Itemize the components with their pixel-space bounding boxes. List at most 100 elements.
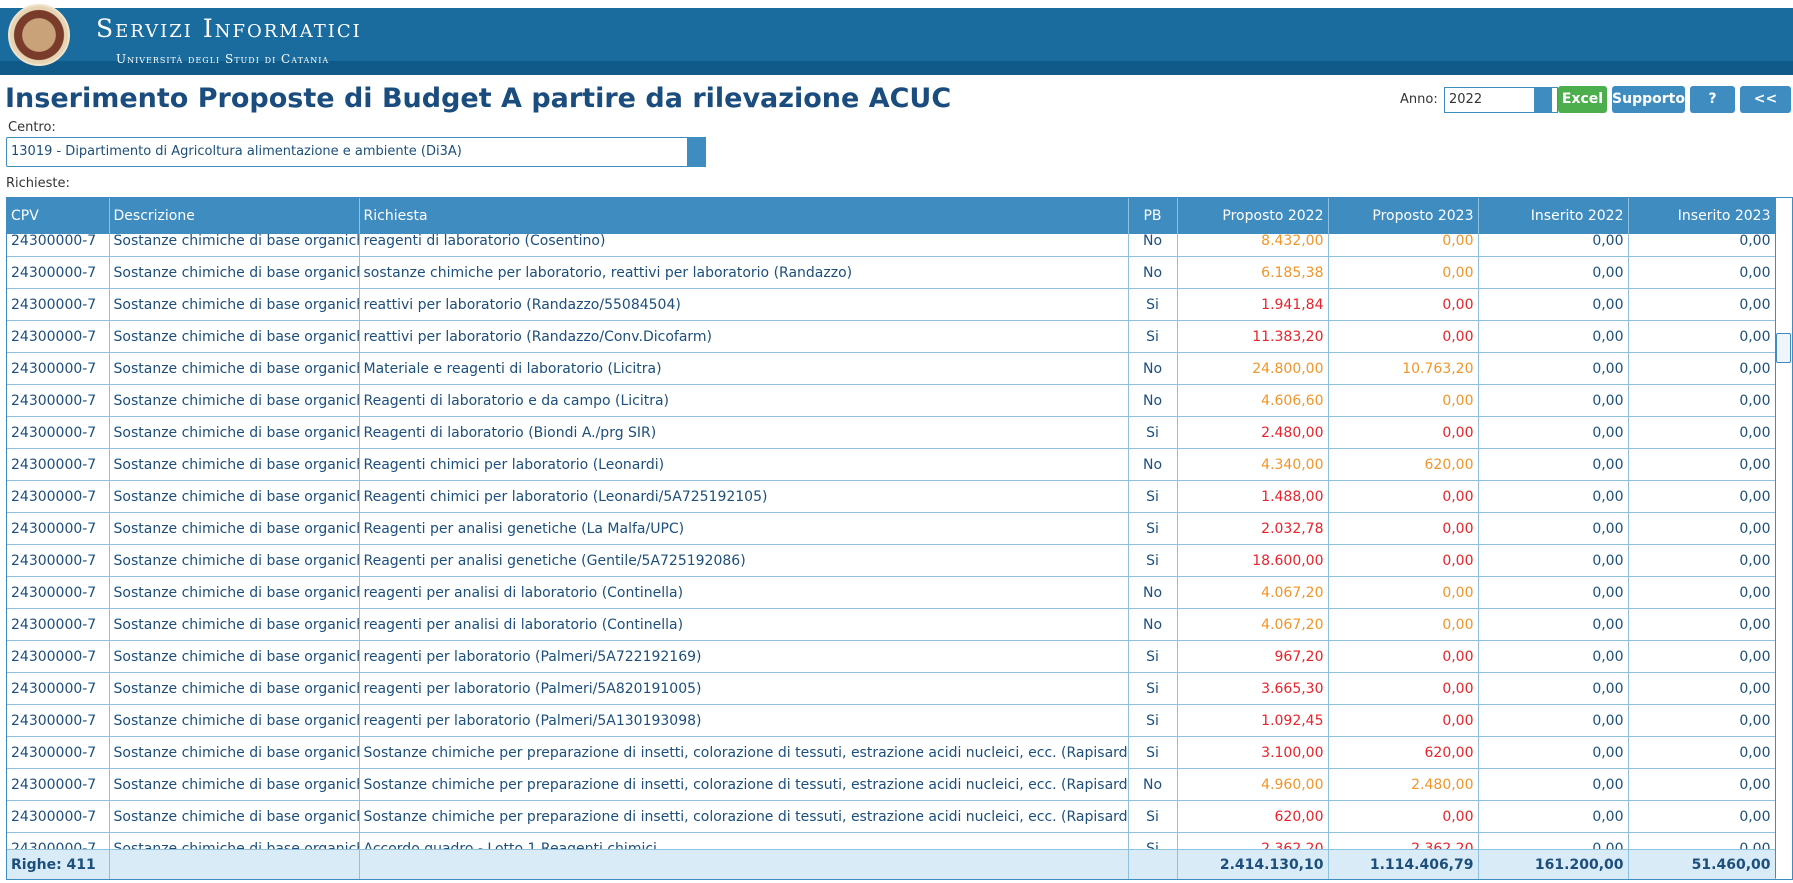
cell: 2.362,20 xyxy=(1177,832,1329,849)
cell: 24300000-7 xyxy=(7,800,110,833)
cell: 1.488,00 xyxy=(1177,480,1329,513)
grid-row[interactable]: 24300000-7 Sostanze chimiche di base orga… xyxy=(7,480,1775,513)
cell: Si xyxy=(1128,640,1178,673)
grid-row[interactable]: 24300000-7 Sostanze chimiche di base orga… xyxy=(7,416,1775,449)
grid-row[interactable]: 24300000-7 Sostanze chimiche di base orga… xyxy=(7,800,1775,833)
cell: Si xyxy=(1128,512,1178,545)
cell: 0,00 xyxy=(1478,256,1629,289)
site-title: Servizi Informatici xyxy=(96,14,362,43)
cell: Reagenti per analisi genetiche (Gentile/… xyxy=(359,544,1129,577)
cell: 0,00 xyxy=(1628,234,1775,257)
back-button[interactable]: << xyxy=(1740,86,1791,113)
grid-row[interactable]: 24300000-7 Sostanze chimiche di base orga… xyxy=(7,736,1775,769)
cell: 0,00 xyxy=(1328,320,1479,353)
cell: 0,00 xyxy=(1628,704,1775,737)
cell: reagenti per laboratorio (Palmeri/5A1301… xyxy=(359,704,1129,737)
cell: 0,00 xyxy=(1478,576,1629,609)
cell: Sostanze chimiche di base organich... xyxy=(109,480,360,513)
cell: reagenti per laboratorio (Palmeri/5A7221… xyxy=(359,640,1129,673)
grid-row[interactable]: 24300000-7 Sostanze chimiche di base orga… xyxy=(7,608,1775,641)
grid-row[interactable]: 24300000-7 Sostanze chimiche di base orga… xyxy=(7,384,1775,417)
cell: No xyxy=(1128,576,1178,609)
cell: Sostanze chimiche di base organich... xyxy=(109,416,360,449)
cell: 0,00 xyxy=(1478,480,1629,513)
cell: Si xyxy=(1128,416,1178,449)
cell: Sostanze chimiche di base organich... xyxy=(109,640,360,673)
cell: 2.480,00 xyxy=(1177,416,1329,449)
cell: 0,00 xyxy=(1328,704,1479,737)
footer-cell xyxy=(109,849,360,879)
cell: 0,00 xyxy=(1628,576,1775,609)
cell: 0,00 xyxy=(1628,320,1775,353)
anno-select[interactable]: 2022 xyxy=(1444,87,1558,113)
help-button[interactable]: ? xyxy=(1690,86,1735,113)
cell: Si xyxy=(1128,480,1178,513)
grid-row[interactable]: 24300000-7 Sostanze chimiche di base orga… xyxy=(7,640,1775,673)
cell: Si xyxy=(1128,320,1178,353)
cell: 24300000-7 xyxy=(7,384,110,417)
cell: 0,00 xyxy=(1478,234,1629,257)
cell: 0,00 xyxy=(1628,480,1775,513)
supporto-button[interactable]: Supporto xyxy=(1612,86,1685,113)
cell: Si xyxy=(1128,544,1178,577)
cell: reagenti per laboratorio (Palmeri/5A8201… xyxy=(359,672,1129,705)
cell: Sostanze chimiche di base organich... xyxy=(109,832,360,849)
cell: Sostanze chimiche di base organich... xyxy=(109,234,360,257)
column-header: CPV xyxy=(7,198,110,234)
cell: 0,00 xyxy=(1478,768,1629,801)
grid-row[interactable]: 24300000-7 Sostanze chimiche di base orga… xyxy=(7,448,1775,481)
cell: 2.032,78 xyxy=(1177,512,1329,545)
cell: Sostanze chimiche di base organich... xyxy=(109,608,360,641)
cell: 0,00 xyxy=(1628,544,1775,577)
excel-button[interactable]: Excel xyxy=(1558,86,1607,113)
grid-row[interactable]: 24300000-7 Sostanze chimiche di base orga… xyxy=(7,234,1775,257)
scroll-thumb[interactable] xyxy=(1776,333,1791,363)
cell: No xyxy=(1128,384,1178,417)
cell: No xyxy=(1128,768,1178,801)
grid-row[interactable]: 24300000-7 Sostanze chimiche di base orga… xyxy=(7,320,1775,353)
cell: 24300000-7 xyxy=(7,704,110,737)
cell: 0,00 xyxy=(1328,608,1479,641)
column-header: Inserito 2023 xyxy=(1628,198,1776,234)
banner xyxy=(0,8,1793,75)
cell: 0,00 xyxy=(1328,576,1479,609)
cell: 24300000-7 xyxy=(7,608,110,641)
grid-row[interactable]: 24300000-7 Sostanze chimiche di base orga… xyxy=(7,544,1775,577)
grid-row[interactable]: 24300000-7 Sostanze chimiche di base orga… xyxy=(7,832,1775,849)
cell: 0,00 xyxy=(1478,672,1629,705)
cell: No xyxy=(1128,608,1178,641)
cell: Sostanze chimiche di base organich... xyxy=(109,800,360,833)
cell: Sostanze chimiche di base organich... xyxy=(109,320,360,353)
centro-dropdown[interactable] xyxy=(687,137,706,167)
cell: Reagenti di laboratorio e da campo (Lici… xyxy=(359,384,1129,417)
grid-row[interactable]: 24300000-7 Sostanze chimiche di base orga… xyxy=(7,704,1775,737)
cell: 8.432,00 xyxy=(1177,234,1329,257)
cell: Materiale e reagenti di laboratorio (Lic… xyxy=(359,352,1129,385)
cell: Sostanze chimiche di base organich... xyxy=(109,672,360,705)
centro-select[interactable]: 13019 - Dipartimento di Agricoltura alim… xyxy=(6,137,692,167)
grid-row[interactable]: 24300000-7 Sostanze chimiche di base orga… xyxy=(7,288,1775,321)
total: 2.414.130,10 xyxy=(1177,849,1329,879)
total: 161.200,00 xyxy=(1478,849,1629,879)
cell: reattivi per laboratorio (Randazzo/Conv.… xyxy=(359,320,1129,353)
cell: 0,00 xyxy=(1478,448,1629,481)
cell: No xyxy=(1128,352,1178,385)
grid-row[interactable]: 24300000-7 Sostanze chimiche di base orga… xyxy=(7,512,1775,545)
cell: 24300000-7 xyxy=(7,544,110,577)
column-header: Proposto 2023 xyxy=(1328,198,1479,234)
cell: reattivi per laboratorio (Randazzo/55084… xyxy=(359,288,1129,321)
cell: Sostanze chimiche per preparazione di in… xyxy=(359,736,1129,769)
anno-dropdown[interactable] xyxy=(1534,88,1552,112)
grid-row[interactable]: 24300000-7 Sostanze chimiche di base orga… xyxy=(7,768,1775,801)
grid-row[interactable]: 24300000-7 Sostanze chimiche di base orga… xyxy=(7,576,1775,609)
grid-row[interactable]: 24300000-7 Sostanze chimiche di base orga… xyxy=(7,256,1775,289)
cell: 0,00 xyxy=(1628,736,1775,769)
grid-row[interactable]: 24300000-7 Sostanze chimiche di base orga… xyxy=(7,352,1775,385)
grid-row[interactable]: 24300000-7 Sostanze chimiche di base orga… xyxy=(7,672,1775,705)
cell: Reagenti di laboratorio (Biondi A./prg S… xyxy=(359,416,1129,449)
cell: Sostanze chimiche di base organich... xyxy=(109,256,360,289)
scrollbar[interactable] xyxy=(1775,198,1792,878)
cell: 0,00 xyxy=(1628,416,1775,449)
cell: 0,00 xyxy=(1478,608,1629,641)
